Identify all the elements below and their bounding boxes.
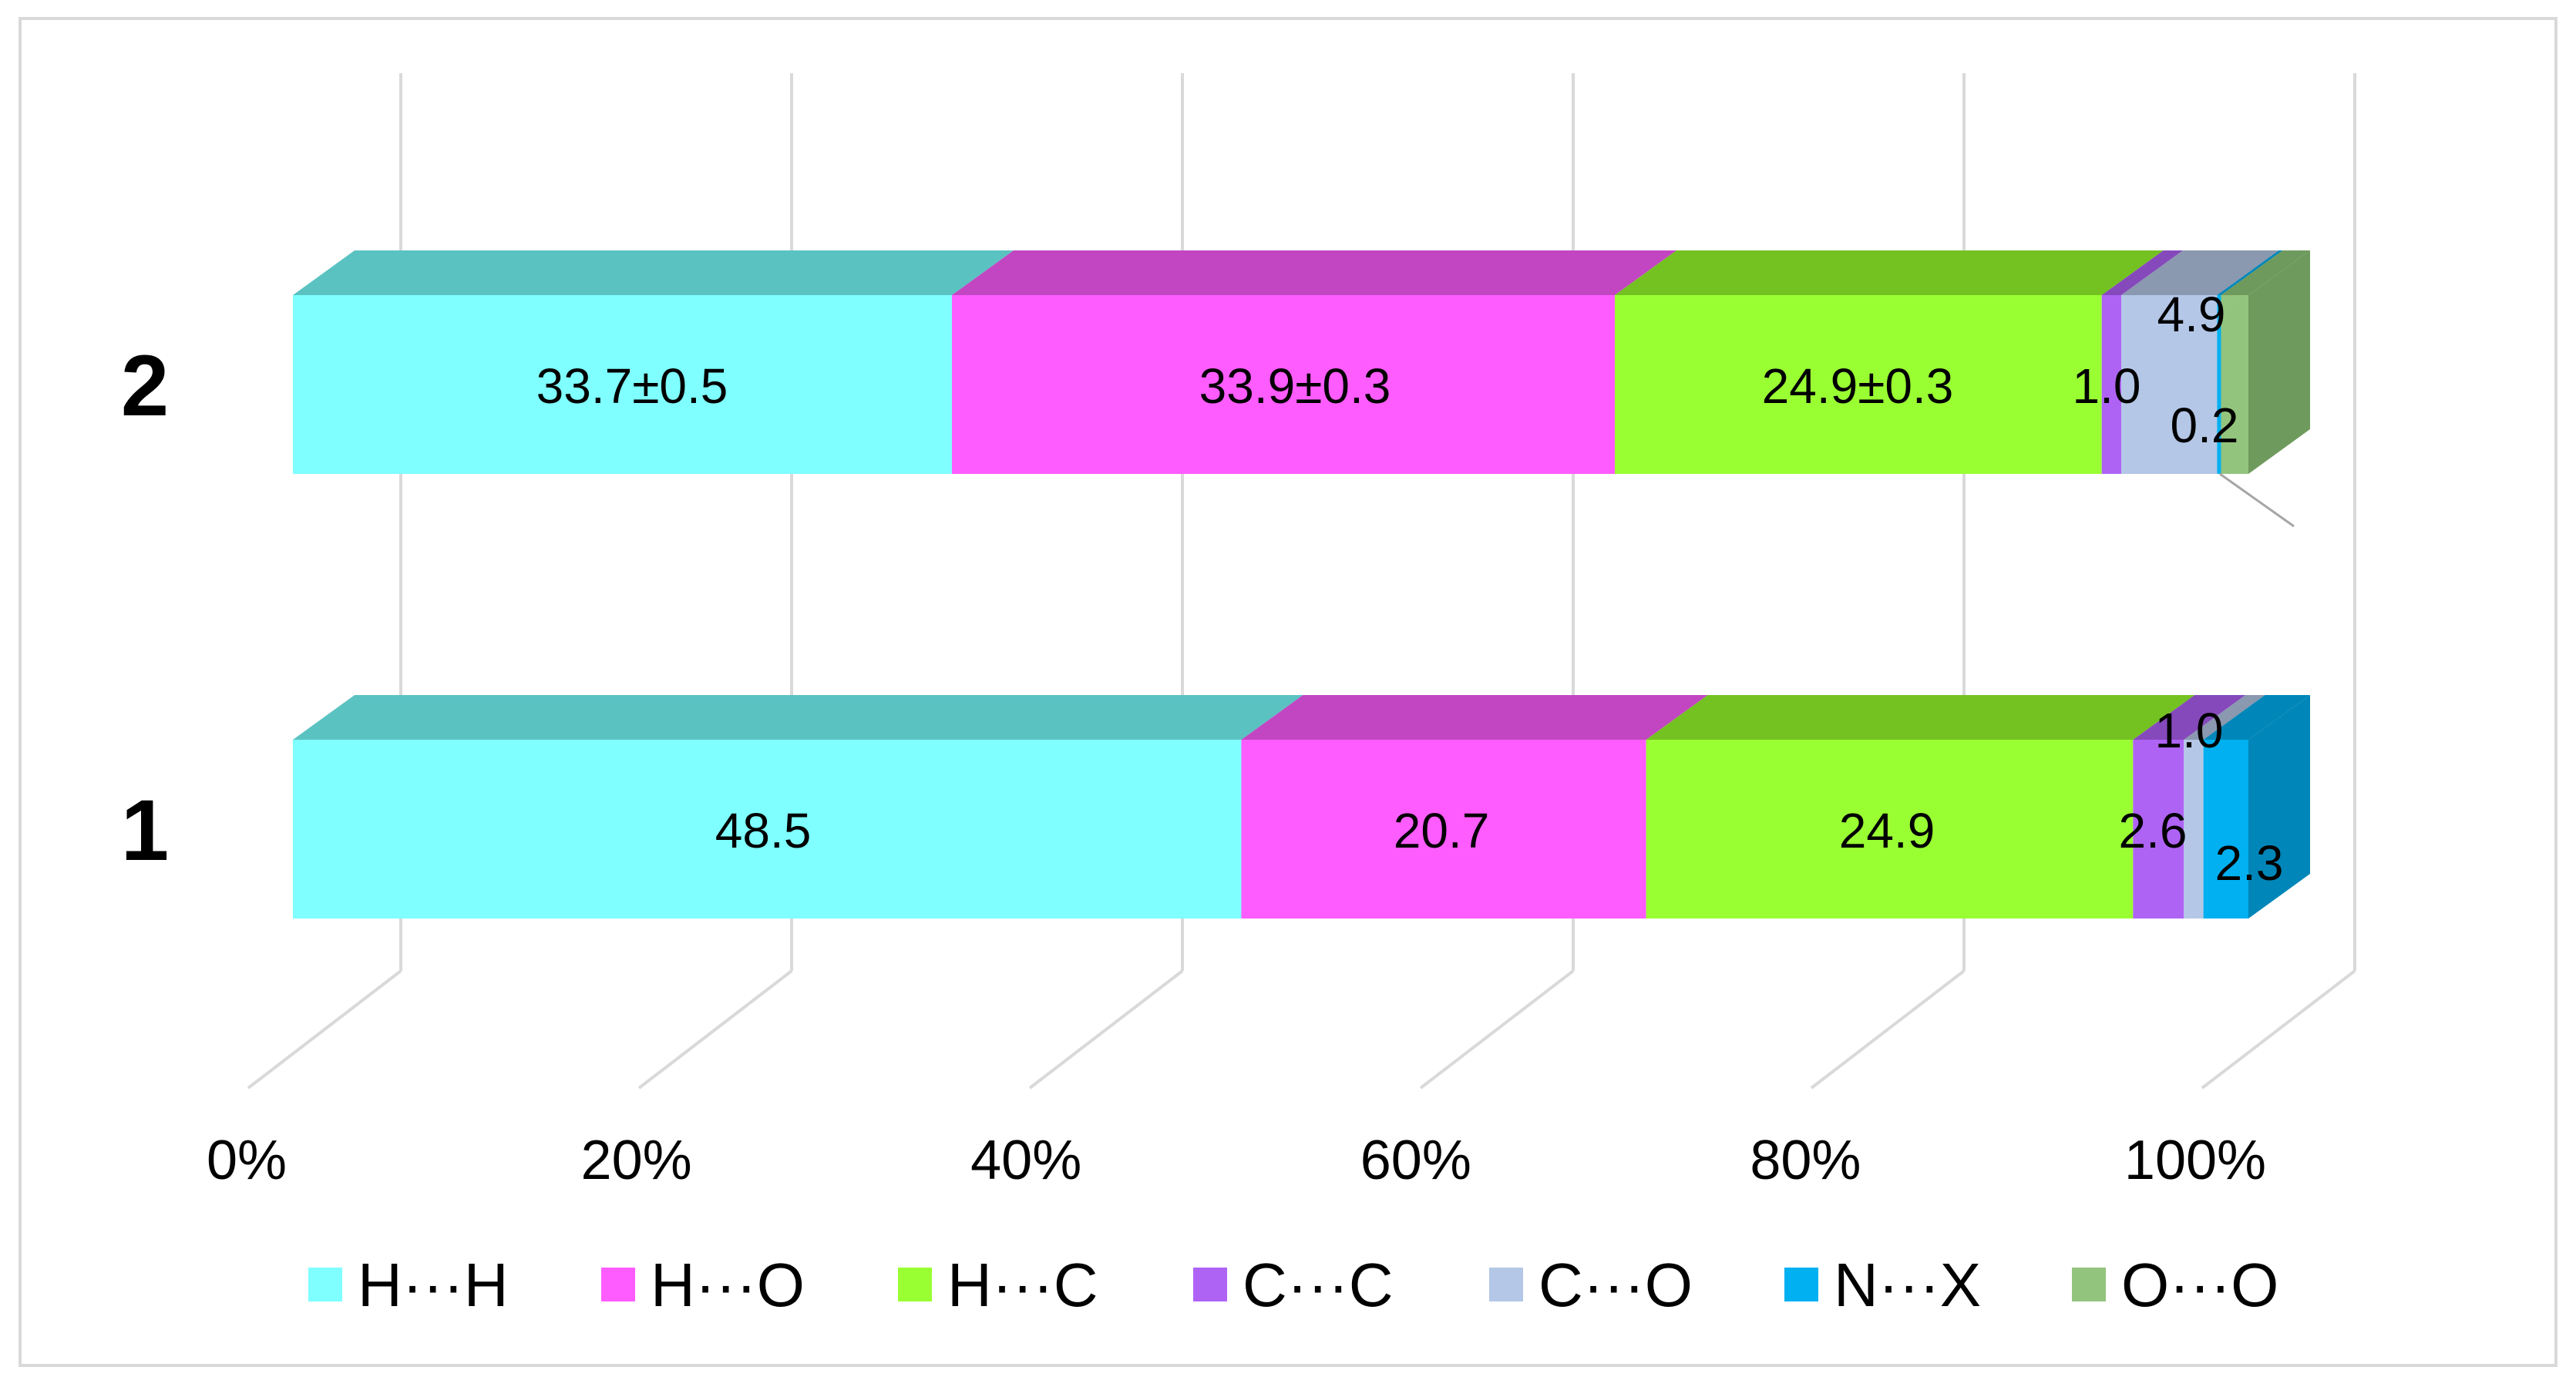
- bar-segment: [2133, 740, 2184, 919]
- bar-segment: [951, 295, 1616, 474]
- x-tick-label: 80%: [1750, 1130, 1861, 1191]
- bar-segment-side: [2248, 250, 2310, 474]
- gridline-floor: [1419, 969, 1575, 1090]
- legend-swatch: [601, 1268, 635, 1301]
- legend-swatch: [1489, 1268, 1523, 1301]
- bar-segment: [2101, 295, 2122, 474]
- gridline-floor: [637, 969, 793, 1090]
- bar-segment-top: [2133, 695, 2246, 740]
- bar-segment: [2121, 295, 2218, 474]
- legend-swatch: [308, 1268, 342, 1301]
- bar-segment-top: [2121, 250, 2279, 295]
- bar-segment: [2221, 295, 2248, 474]
- bar-segment-top: [1615, 250, 2164, 295]
- bar-segment-top: [2184, 695, 2265, 740]
- legend-label: O···O: [2121, 1251, 2278, 1319]
- category-label: 2: [121, 338, 169, 434]
- legend-label: H···H: [358, 1251, 508, 1319]
- bar-segment-top: [2221, 250, 2310, 295]
- bar-segment: [2184, 740, 2204, 919]
- x-tick-label: 40%: [970, 1130, 1081, 1191]
- data-labels: 48.5 20.7 24.9 2.6 1.0 2.3 33.7±0.5 33.9±0.3 24.…: [536, 287, 2295, 891]
- bar-segment-top: [293, 250, 1014, 295]
- bar-segment-top: [293, 695, 1303, 740]
- bar-segment: [293, 740, 1242, 919]
- data-label: 33.7±0.5: [536, 358, 728, 414]
- bar-segment-top: [1646, 695, 2195, 740]
- gridline-floor: [1810, 969, 1966, 1090]
- legend-swatch: [1193, 1268, 1227, 1301]
- axes: 0% 20% 40% 60% 80% 100% 1 2: [121, 338, 2266, 1191]
- gridline-floor: [247, 969, 402, 1090]
- x-tick-label: 100%: [2124, 1130, 2266, 1191]
- bar-segment-top: [2203, 695, 2310, 740]
- legend: H···H H···O H···C C···C C···O N···X O···O: [308, 1251, 2278, 1319]
- data-label: 4.9: [2157, 287, 2226, 342]
- bar-segment: [1241, 740, 1646, 919]
- bar-segment: [1646, 740, 2134, 919]
- data-label: 24.9±0.3: [1762, 358, 1954, 414]
- category-label: 1: [121, 782, 169, 878]
- gridline-floor: [2201, 969, 2356, 1090]
- legend-swatch: [1784, 1268, 1818, 1301]
- data-label: 0.2: [2171, 398, 2239, 453]
- bar-segment: [2217, 295, 2221, 474]
- data-label: 1.0: [2073, 358, 2141, 414]
- legend-label: C···C: [1243, 1251, 1393, 1319]
- bar-segment-top: [951, 250, 1677, 295]
- bar-segment-top: [2217, 250, 2283, 295]
- x-tick-label: 60%: [1360, 1130, 1471, 1191]
- legend-swatch: [2072, 1268, 2106, 1301]
- legend-label: H···O: [651, 1251, 805, 1319]
- legend-swatch: [898, 1268, 932, 1301]
- bar-segment-top: [2101, 250, 2184, 295]
- legend-label: N···X: [1834, 1251, 1981, 1319]
- legend-label: C···O: [1539, 1251, 1693, 1319]
- bar-segment-side: [2248, 695, 2310, 919]
- x-tick-label: 0%: [207, 1130, 287, 1191]
- legend-label: H···C: [947, 1251, 1098, 1319]
- bar-segment: [2203, 740, 2248, 919]
- chart-frame: [18, 17, 2558, 1367]
- bar-segment: [1615, 295, 2102, 474]
- bar-segment-top: [1241, 695, 1708, 740]
- bars: [293, 250, 2310, 919]
- data-label: 48.5: [715, 803, 812, 858]
- data-label: 33.9±0.3: [1199, 358, 1391, 414]
- bar-segment: [293, 295, 952, 474]
- data-label: 2.3: [2215, 835, 2284, 891]
- gridline-floor: [1028, 969, 1184, 1090]
- data-label: 20.7: [1394, 803, 1490, 858]
- data-label: 24.9: [1839, 803, 1935, 858]
- data-label: 1.0: [2155, 703, 2224, 758]
- data-label: 2.6: [2119, 803, 2188, 858]
- data-label-leader-line: [2219, 472, 2295, 528]
- x-tick-label: 20%: [581, 1130, 692, 1191]
